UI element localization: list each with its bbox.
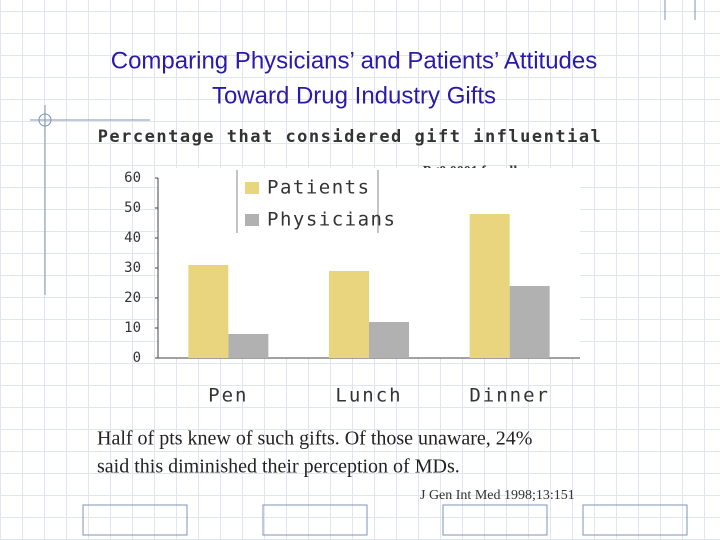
y-tick-label: 20 <box>124 290 141 306</box>
chart-title: Percentage that considered gift influent… <box>98 127 603 147</box>
legend-swatch <box>245 182 259 194</box>
y-tick-label: 60 <box>124 170 141 186</box>
legend-swatch <box>245 214 259 226</box>
bar <box>469 214 510 358</box>
decor-boxes <box>82 504 688 536</box>
bar <box>329 271 369 358</box>
caption: Half of pts knew of such gifts. Of those… <box>97 428 532 450</box>
slide-title: Toward Drug Industry Gifts <box>212 82 496 109</box>
y-tick-label: 50 <box>124 200 141 216</box>
bar <box>188 265 229 358</box>
bar <box>369 322 409 358</box>
y-tick-label: 10 <box>124 320 141 336</box>
legend-label: Physicians <box>267 209 396 231</box>
x-tick-label: Dinner <box>469 385 550 407</box>
x-tick-label: Lunch <box>335 385 402 407</box>
y-tick-label: 0 <box>133 350 141 366</box>
decor-circle <box>38 113 52 127</box>
slide-title: Comparing Physicians’ and Patients’ Atti… <box>111 47 597 74</box>
y-tick-label: 40 <box>124 230 141 246</box>
citation: J Gen Int Med 1998;13:151 <box>420 488 575 503</box>
bar <box>509 286 550 358</box>
bar <box>228 334 269 358</box>
y-tick-label: 30 <box>124 260 141 276</box>
legend-label: Patients <box>267 177 371 199</box>
x-tick-label: Pen <box>208 385 248 407</box>
caption: said this diminished their perception of… <box>97 456 460 478</box>
